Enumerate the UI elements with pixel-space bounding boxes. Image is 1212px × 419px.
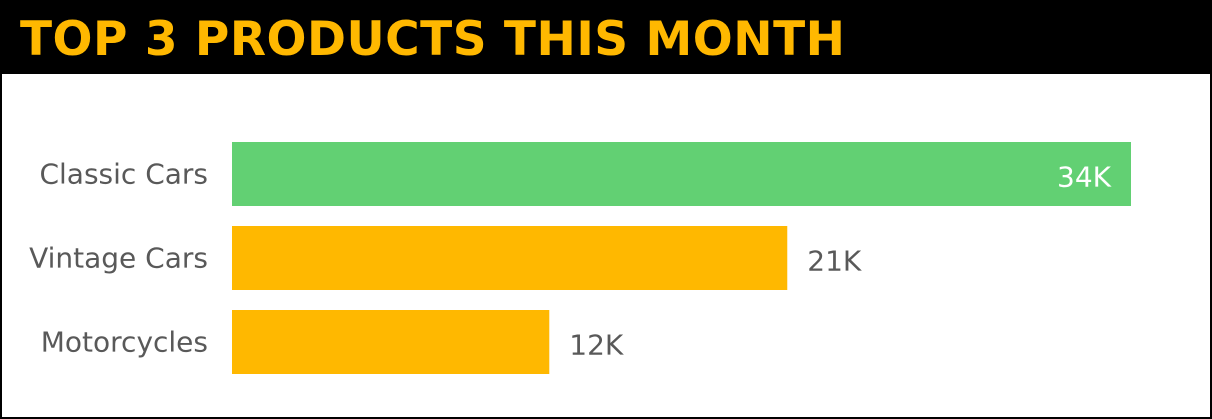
- bar-chart: Classic Cars 34K Vintage Cars 21K Motorcycle…: [29, 142, 1131, 374]
- category-label-vintage-cars: Vintage Cars: [29, 242, 208, 275]
- value-label-classic-cars: 34K: [1057, 161, 1112, 194]
- category-label-classic-cars: Classic Cars: [39, 158, 208, 191]
- bar-vintage-cars: [232, 226, 788, 290]
- bar-classic-cars: [232, 142, 1131, 206]
- bar-motorcycles: [232, 310, 550, 374]
- value-label-vintage-cars: 21K: [807, 245, 862, 278]
- value-label-motorcycles: 12K: [569, 329, 624, 362]
- category-label-motorcycles: Motorcycles: [41, 326, 208, 359]
- chart-title: TOP 3 PRODUCTS THIS MONTH: [20, 12, 846, 67]
- title-bar: TOP 3 PRODUCTS THIS MONTH: [2, 2, 1210, 74]
